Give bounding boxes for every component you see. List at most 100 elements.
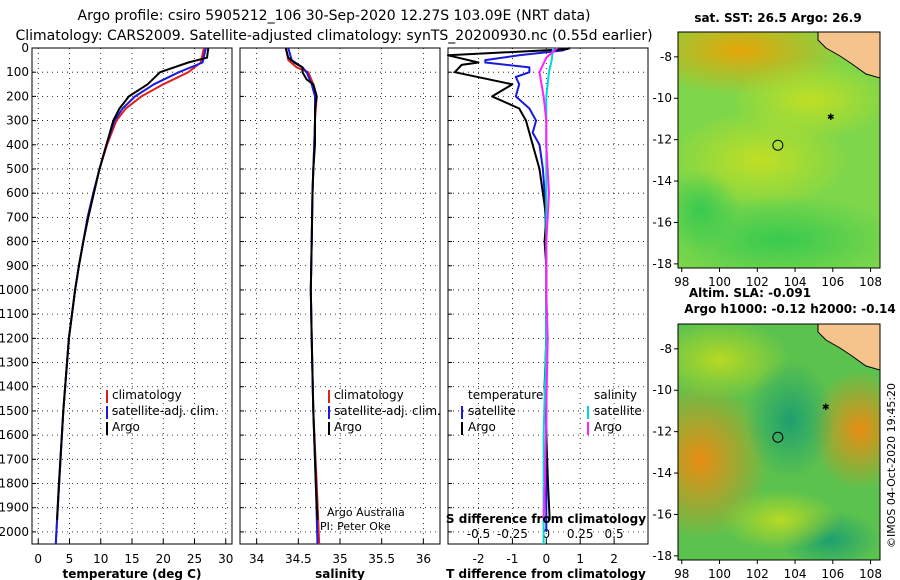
x-tick-label-t: -2 — [473, 552, 485, 566]
imos-credit: ©IMOS 04-Oct-2020 19:45:20 — [885, 383, 898, 548]
difference-legend: temperature salinity satellite Argo sate… — [461, 388, 642, 435]
map-x-tick-label: 106 — [821, 275, 844, 289]
temperature-plot-frame — [31, 47, 233, 545]
legend-label-argo: Argo — [334, 420, 362, 434]
x-tick-label-s: 0 — [542, 527, 550, 541]
map-x-tick-label: 108 — [859, 275, 882, 289]
sst-map-frame — [677, 31, 881, 269]
annotation-pi: PI: Peter Oke — [320, 520, 391, 533]
map-x-tick-label: 104 — [784, 275, 807, 289]
sst-field — [678, 32, 880, 268]
map-x-tick-label: 102 — [746, 275, 769, 289]
salinity-plot-frame — [239, 47, 441, 545]
temperature-lines — [54, 47, 210, 545]
difference-panel: -2 -1 0 1 2 -0.5 -0.25 0 0.25 0.5 S difference fr… — [446, 47, 649, 580]
map-x-tick-label: 104 — [784, 567, 807, 580]
y-tick-label: 1900 — [0, 501, 29, 515]
series-line-argo — [56, 47, 210, 520]
map-y-tick-label: -18 — [652, 549, 672, 563]
y-tick-label: 0 — [21, 41, 29, 55]
sla-map-ticks: 98 100 102 104 106 108 -8 -10 -12 -14 -16 -18 — [652, 342, 882, 580]
sla-map-title-1: Altim. SLA: -0.091 — [689, 286, 811, 300]
sst-map-panel: sat. SST: 26.5 Argo: 26.9 98 100 102 104 106… — [652, 11, 882, 289]
legend-label-s-satellite: satellite — [594, 404, 642, 418]
sst-map-title: sat. SST: 26.5 Argo: 26.9 — [694, 11, 861, 25]
x-tick-label: 10 — [93, 552, 108, 566]
temperature-panel: 0 5 10 15 20 25 300100200300400500600700800900… — [0, 41, 233, 580]
sst-map-ticks: 98 100 102 104 106 108 -8 -10 -12 -14 -16 -18 — [652, 50, 882, 289]
y-tick-label: 600 — [6, 186, 29, 200]
salinity-lines — [284, 47, 321, 545]
x-tick-label: 34.5 — [285, 552, 312, 566]
legend-label-t-argo: Argo — [468, 420, 496, 434]
map-y-tick-label: -10 — [652, 91, 672, 105]
map-x-tick-label: 106 — [821, 567, 844, 580]
temperature-grid — [32, 47, 232, 544]
y-tick-label: 1600 — [0, 428, 29, 442]
series-line-s-argo — [538, 47, 558, 520]
y-tick-label: 800 — [6, 235, 29, 249]
s-difference-xlabel: S difference from climatology — [446, 512, 646, 526]
y-tick-label: 400 — [6, 138, 29, 152]
map-x-tick-label: 102 — [746, 567, 769, 580]
y-tick-label: 1000 — [0, 283, 29, 297]
map-y-tick-label: -10 — [652, 383, 672, 397]
y-tick-label: 1500 — [0, 404, 29, 418]
legend-label-satellite: satellite-adj. clim. — [112, 404, 219, 418]
map-y-tick-label: -14 — [652, 466, 672, 480]
map-x-tick-label: 98 — [674, 275, 689, 289]
x-tick-label: 36 — [416, 552, 431, 566]
map-y-tick-label: -8 — [660, 342, 672, 356]
x-tick-label: 20 — [156, 552, 171, 566]
title-line2: Climatology: CARS2009. Satellite-adjuste… — [15, 28, 652, 44]
y-tick-label: 1100 — [0, 307, 29, 321]
legend-label-s-argo: Argo — [594, 420, 622, 434]
salinity-panel: 34 34.5 35 35.5 36 salinity climatology sate… — [239, 47, 441, 580]
sla-map-panel: Altim. SLA: -0.091 Argo h1000: -0.12 h20… — [652, 286, 895, 580]
y-tick-label: 1300 — [0, 356, 29, 370]
difference-lines — [447, 47, 571, 544]
x-tick-label-s: -0.5 — [467, 527, 490, 541]
x-tick-label: 5 — [66, 552, 74, 566]
x-tick-label-t: 2 — [610, 552, 618, 566]
x-tick-label-t: 1 — [576, 552, 584, 566]
y-tick-label: 1400 — [0, 380, 29, 394]
legend-title-salinity: salinity — [594, 388, 637, 402]
profile-location-marker — [772, 139, 784, 151]
land-java — [817, 324, 880, 371]
x-tick-label-s: -0.25 — [497, 527, 528, 541]
y-tick-label: 500 — [6, 162, 29, 176]
map-y-tick-label: -12 — [652, 425, 672, 439]
christmas-island-icon: ✱ — [827, 113, 835, 123]
x-tick-label-t: 0 — [542, 552, 550, 566]
salinity-legend: climatology satellite-adj. clim. Argo — [328, 388, 441, 435]
annotation-argo-australia: Argo Australia — [327, 506, 405, 519]
legend-label-argo: Argo — [112, 420, 140, 434]
y-tick-label: 1200 — [0, 331, 29, 345]
sla-map-frame — [677, 323, 881, 561]
difference-ticks: -2 -1 0 1 2 -0.5 -0.25 0 0.25 0.5 — [448, 47, 624, 566]
y-tick-label: 1800 — [0, 477, 29, 491]
map-x-tick-label: 108 — [859, 567, 882, 580]
map-y-tick-label: -16 — [652, 507, 672, 521]
map-y-tick-label: -16 — [652, 215, 672, 229]
x-tick-label: 34 — [249, 552, 264, 566]
sla-map-title-2: Argo h1000: -0.12 h2000: -0.14 — [684, 302, 895, 316]
temperature-legend: climatology satellite-adj. clim. Argo — [106, 388, 219, 435]
x-tick-label: 25 — [187, 552, 202, 566]
legend-label-satellite: satellite-adj. clim. — [334, 404, 441, 418]
x-tick-label-s: 0.25 — [567, 527, 594, 541]
map-y-tick-label: -8 — [660, 50, 672, 64]
map-x-tick-label: 100 — [708, 567, 731, 580]
map-y-tick-label: -12 — [652, 133, 672, 147]
y-tick-label: 2000 — [0, 525, 29, 539]
legend-label-climatology: climatology — [112, 388, 182, 402]
legend-title-temperature: temperature — [468, 388, 543, 402]
x-tick-label: 35 — [332, 552, 347, 566]
y-tick-label: 100 — [6, 65, 29, 79]
y-tick-label: 200 — [6, 89, 29, 103]
t-difference-xlabel: T difference from climatology — [446, 567, 646, 580]
x-tick-label: 15 — [124, 552, 139, 566]
x-tick-label-s: 0.5 — [605, 527, 624, 541]
